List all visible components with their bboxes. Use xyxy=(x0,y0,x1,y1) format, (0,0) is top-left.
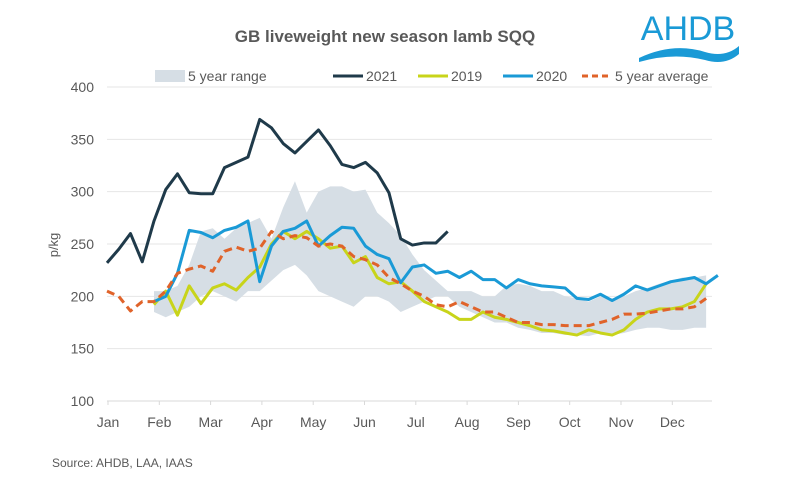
x-tick-label: Mar xyxy=(199,414,223,430)
series-line-2019 xyxy=(152,229,708,337)
y-tick-label: 250 xyxy=(71,236,95,252)
legend-label: 2020 xyxy=(536,68,567,84)
y-axis-label: p/kg xyxy=(46,233,61,258)
x-tick-label: Jun xyxy=(353,414,376,430)
legend-item: 2020 xyxy=(503,68,567,84)
ahdb-logo: AHDB xyxy=(639,10,739,62)
legend-label: 5 year range xyxy=(188,68,267,84)
legend: 5 year range 2021 2019 2020 5 year average xyxy=(155,68,709,84)
x-tick-label: Jul xyxy=(407,414,425,430)
series-line-2021 xyxy=(105,117,449,264)
series-line-2020 xyxy=(153,219,719,303)
x-tick-label: Aug xyxy=(455,414,480,430)
y-tick-label: 100 xyxy=(71,393,95,409)
legend-item: 5 year average xyxy=(582,68,709,84)
legend-item: 2019 xyxy=(418,68,482,84)
y-tick-label: 300 xyxy=(71,184,95,200)
x-tick-label: Feb xyxy=(147,414,171,430)
series-lines xyxy=(105,117,719,337)
x-tick-label: Oct xyxy=(559,414,581,430)
x-tick-label: Apr xyxy=(251,414,273,430)
y-tick-label: 400 xyxy=(71,79,95,95)
y-tick-label: 150 xyxy=(71,341,95,357)
chart-title: GB liveweight new season lamb SQQ xyxy=(235,27,535,46)
series-line-5-year-average xyxy=(106,229,707,328)
legend-label: 2019 xyxy=(451,68,482,84)
x-tick-label: Nov xyxy=(609,414,634,430)
range-band-group xyxy=(153,181,707,337)
y-axis-ticks: 100 150 200 250 300 350 400 xyxy=(71,79,95,409)
legend-label: 5 year average xyxy=(615,68,709,84)
logo-text: AHDB xyxy=(641,10,735,48)
x-tick-label: Sep xyxy=(506,414,531,430)
range-band xyxy=(153,181,707,337)
y-tick-label: 200 xyxy=(71,288,95,304)
legend-swatch xyxy=(155,70,185,82)
legend-label: 2021 xyxy=(366,68,397,84)
logo-wave-icon xyxy=(639,46,739,62)
source-note: Source: AHDB, LAA, IAAS xyxy=(52,456,193,470)
x-tick-label: Jan xyxy=(97,414,120,430)
x-tick-label: May xyxy=(300,414,326,430)
legend-item: 2021 xyxy=(333,68,397,84)
x-axis-ticks: Jan Feb Mar Apr May Jun Jul Aug Sep Oct Nov Dec xyxy=(97,401,685,430)
legend-item: 5 year range xyxy=(155,68,267,84)
y-tick-label: 350 xyxy=(71,131,95,147)
x-tick-label: Dec xyxy=(660,414,685,430)
